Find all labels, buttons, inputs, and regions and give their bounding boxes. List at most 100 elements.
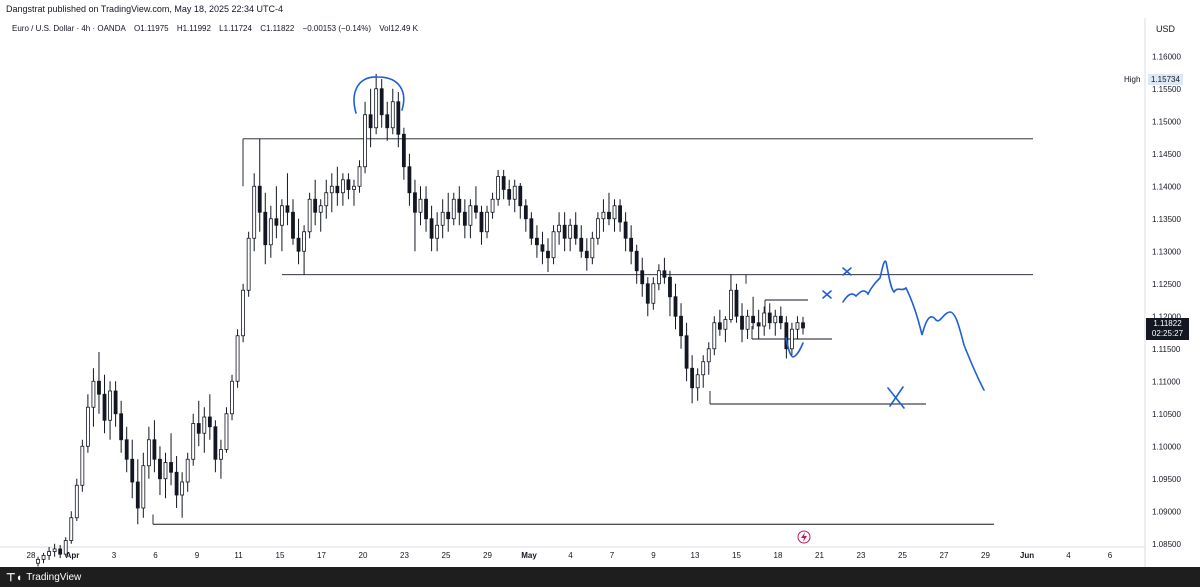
candle xyxy=(152,420,157,473)
price-tick-label: 1.08500 xyxy=(1152,540,1181,549)
candle xyxy=(579,225,584,258)
candle xyxy=(257,138,262,232)
candle xyxy=(773,309,778,336)
candle xyxy=(280,199,284,252)
candle xyxy=(368,88,373,148)
time-tick-label: 23 xyxy=(857,551,866,560)
symbol-legend: Euro / U.S. Dollar · 4h · OANDA O1.11975… xyxy=(12,24,424,33)
candle xyxy=(241,283,246,343)
price-tick-label: 1.14500 xyxy=(1152,150,1181,159)
candle xyxy=(141,452,146,518)
candle xyxy=(352,179,356,206)
candle xyxy=(230,374,234,421)
candle xyxy=(52,543,57,557)
time-tick-label: 25 xyxy=(442,551,451,560)
candle xyxy=(69,511,74,544)
footer-bar: ⊤◖ TradingView xyxy=(0,567,1200,587)
candle xyxy=(485,205,489,239)
price-tick-label: 1.10500 xyxy=(1152,410,1181,419)
candle xyxy=(102,374,107,434)
candle xyxy=(479,205,484,245)
candle xyxy=(418,186,423,226)
currency-label: USD xyxy=(1156,24,1176,34)
candle xyxy=(357,160,362,193)
candle xyxy=(717,309,722,336)
candle xyxy=(169,433,173,486)
candle xyxy=(590,231,595,265)
price-tick-label: 1.09500 xyxy=(1152,475,1181,484)
time-tick-label: 29 xyxy=(981,551,990,560)
time-tick-label: 7 xyxy=(610,551,615,560)
candle xyxy=(801,316,805,335)
candle xyxy=(36,556,40,567)
candle xyxy=(291,199,295,245)
candle xyxy=(174,456,179,508)
footer-brand[interactable]: TradingView xyxy=(26,571,82,583)
candle xyxy=(263,192,268,265)
candle xyxy=(573,212,578,245)
candle xyxy=(307,192,312,239)
time-tick-label: 6 xyxy=(153,551,158,560)
candle xyxy=(695,368,700,401)
candle xyxy=(119,400,124,453)
price-chart[interactable]: 1.16000 1.15500 1.15000 1.14500 1.14000 1.135… xyxy=(0,0,1200,567)
candle xyxy=(74,478,79,521)
candle xyxy=(285,173,290,226)
candle xyxy=(734,283,739,323)
time-tick-label: 13 xyxy=(691,551,700,560)
candle xyxy=(202,407,207,453)
candle xyxy=(529,212,534,245)
price-tick-label: 1.15000 xyxy=(1152,117,1181,126)
time-tick-label: 6 xyxy=(1108,551,1113,560)
candle xyxy=(451,192,456,226)
candle xyxy=(435,212,440,252)
candle xyxy=(501,170,506,200)
candle xyxy=(740,303,744,343)
candle xyxy=(340,173,345,206)
time-tick-label: 3 xyxy=(112,551,117,560)
candle xyxy=(474,186,478,219)
lightning-icon[interactable] xyxy=(797,530,811,544)
candle xyxy=(673,283,678,330)
time-tick-label: 4 xyxy=(568,551,573,560)
candle xyxy=(712,316,717,356)
candle xyxy=(91,368,96,427)
candle xyxy=(191,413,196,466)
ohlc-open: O1.11975 xyxy=(134,24,169,33)
time-tick-label: 20 xyxy=(359,551,368,560)
candle xyxy=(668,270,672,317)
candle xyxy=(706,342,711,375)
candle xyxy=(207,394,212,440)
candle xyxy=(379,79,384,128)
price-tick-label: 1.09000 xyxy=(1152,507,1181,516)
candle xyxy=(390,88,395,135)
candles xyxy=(36,73,805,567)
candle xyxy=(158,446,162,495)
tradingview-logo-icon[interactable]: ⊤◖ xyxy=(6,571,23,584)
ohlc-high: H1.11992 xyxy=(176,24,211,33)
price-tick-label: 1.11000 xyxy=(1152,377,1181,386)
price-tick-label: 1.10000 xyxy=(1152,442,1181,451)
time-tick-label: 11 xyxy=(234,551,243,560)
candle xyxy=(180,472,185,518)
candle xyxy=(640,257,645,297)
symbol-name[interactable]: Euro / U.S. Dollar · 4h · OANDA xyxy=(12,24,126,33)
candle xyxy=(363,101,367,174)
candle xyxy=(63,537,68,557)
candle xyxy=(146,426,151,479)
time-tick-label: 25 xyxy=(898,551,907,560)
high-price-tag: 1.15734 xyxy=(1148,74,1183,85)
candle xyxy=(540,231,545,265)
candle xyxy=(629,225,634,265)
time-tick-label: May xyxy=(521,551,537,560)
top-arc-drawing xyxy=(353,76,405,114)
candle xyxy=(47,547,51,560)
candle xyxy=(684,322,689,382)
time-tick-label: 29 xyxy=(483,551,492,560)
candle xyxy=(113,381,118,427)
drawing-annotations xyxy=(353,76,985,409)
candle xyxy=(374,73,379,135)
time-tick-label: 21 xyxy=(815,551,824,560)
volume: Vol12.49 K xyxy=(379,24,418,33)
candle xyxy=(662,257,667,284)
